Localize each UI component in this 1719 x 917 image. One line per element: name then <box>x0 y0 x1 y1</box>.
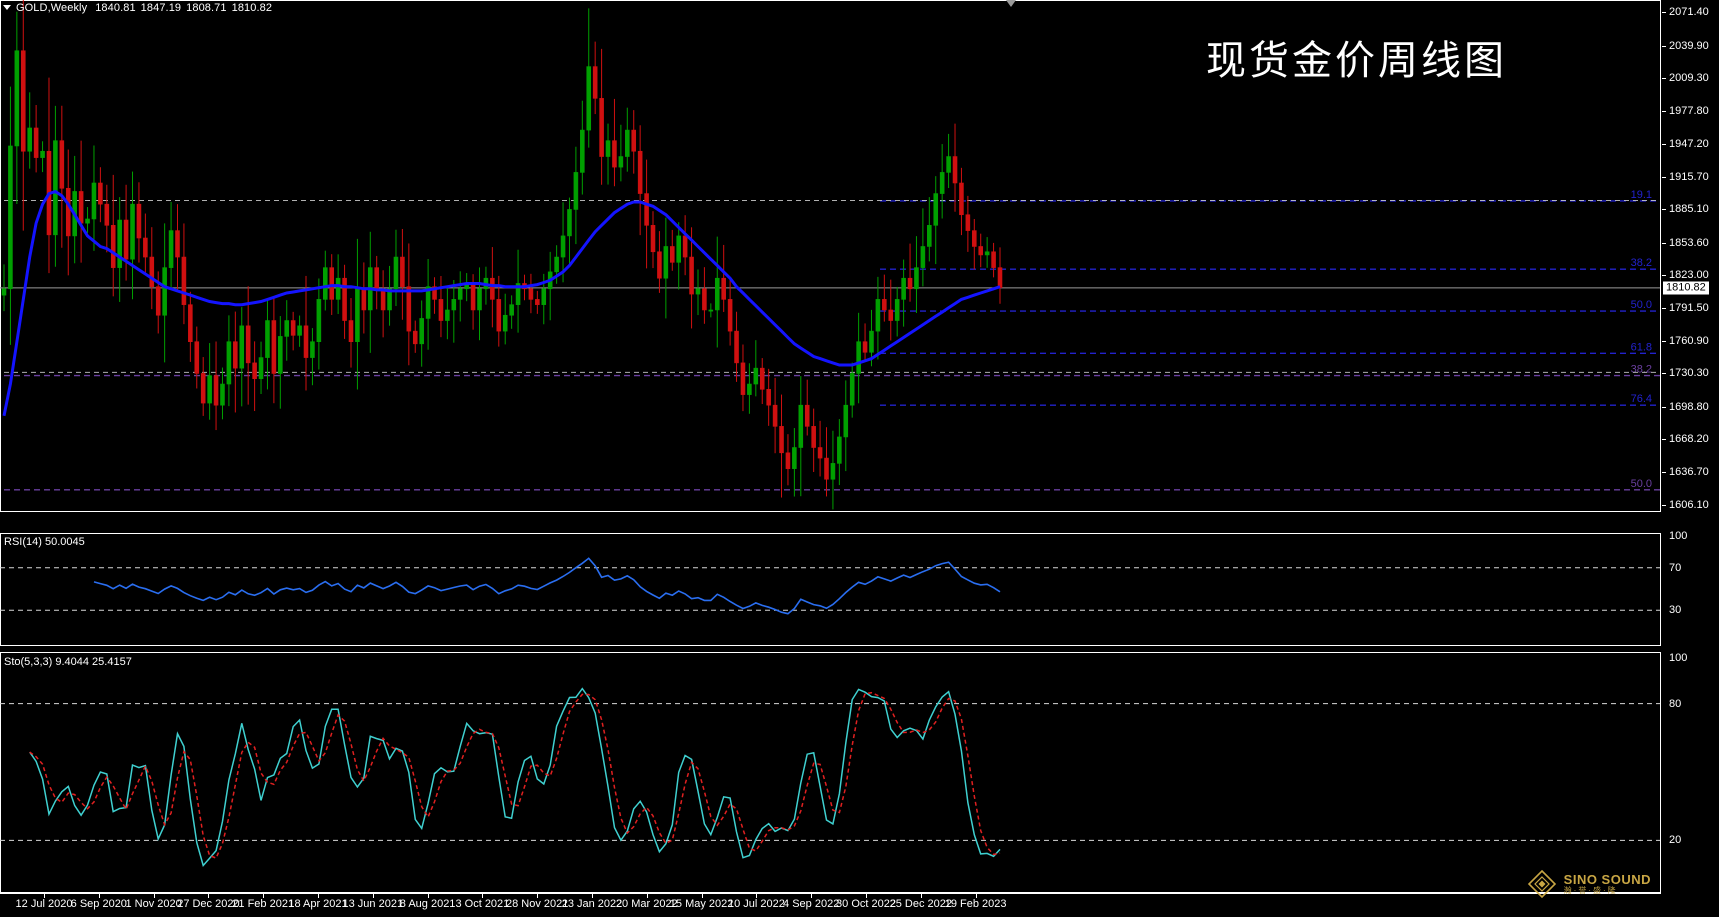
close-value: 1810.82 <box>231 2 273 14</box>
time-axis-label: 27 Dec 2020 <box>177 898 240 910</box>
time-axis-tick <box>592 894 593 898</box>
rsi-line-svg <box>0 557 1660 615</box>
time-axis-label: 28 Nov 2021 <box>505 898 569 910</box>
chart-title-cn: 现货金价周线图 <box>1206 38 1507 83</box>
chart-top-marker-icon <box>1006 0 1016 7</box>
time-axis-tick <box>372 894 374 898</box>
price-scale-tick: 1668.20 <box>1662 433 1709 445</box>
price-scale-tick: 1915.70 <box>1662 171 1709 183</box>
time-axis-tick <box>318 894 319 898</box>
stochastic-chart-pane[interactable] <box>0 652 1660 892</box>
time-axis-label: 18 Apr 2021 <box>288 898 348 910</box>
ohlc-values: 1840.81 1847.19 1808.71 1810.82 <box>95 2 277 14</box>
stochastic-scale-tick: 20 <box>1669 834 1682 847</box>
price-chart-pane[interactable]: 19.1 38.2 50.0 61.8 38.2 76.4 50.0 <box>0 0 1660 512</box>
time-axis[interactable]: 12 Jul 2020 6 Sep 2020 1 Nov 2020 27 Dec 20… <box>0 893 1661 917</box>
price-scale-tick: 1823.00 <box>1662 269 1709 281</box>
time-axis-tick <box>646 894 648 898</box>
svg-text:38.2: 38.2 <box>1631 257 1652 269</box>
rsi-scale-tick: 70 <box>1669 561 1682 574</box>
stochastic-scale-tick: 100 <box>1669 652 1688 664</box>
svg-text:61.8: 61.8 <box>1631 341 1652 353</box>
time-axis-tick <box>427 894 429 898</box>
price-scale-tick: 2039.90 <box>1662 40 1709 52</box>
current-price-tag: 1810.82 <box>1663 281 1709 295</box>
time-axis-tick <box>208 894 210 898</box>
stochastic-scale-tick: 80 <box>1669 697 1682 710</box>
price-scale-tick: 1885.10 <box>1662 203 1709 215</box>
stochastic-pane-frame <box>0 652 1661 893</box>
price-scale-tick: 1698.80 <box>1662 401 1709 413</box>
time-axis-tick <box>153 894 155 898</box>
price-scale-tick: 2009.30 <box>1662 72 1709 84</box>
time-axis-label: 23 Jan 2022 <box>561 898 623 910</box>
price-scale-tick: 1791.50 <box>1662 302 1709 314</box>
price-scale-tick: 1606.10 <box>1662 499 1709 511</box>
watermark-sub-text: 瀚·誉·盛·隆 <box>1563 885 1618 895</box>
price-scale-tick: 1636.70 <box>1662 466 1709 478</box>
time-axis-label: 20 Mar 2022 <box>615 898 678 910</box>
price-scale-axis[interactable]: 2071.40 2039.90 2009.30 1977.80 1947.20 1915.… <box>1662 0 1719 917</box>
time-axis-tick <box>756 894 758 898</box>
time-axis-label: 10 Jul 2022 <box>727 898 785 910</box>
price-pane-frame <box>0 0 1661 512</box>
price-candles-svg: 19.1 38.2 50.0 61.8 38.2 76.4 50.0 <box>0 0 1660 510</box>
open-value: 1840.81 <box>95 2 136 14</box>
price-scale-tick: 1730.30 <box>1662 367 1709 379</box>
rsi-pane-label: RSI(14) 50.0045 <box>4 536 85 548</box>
svg-text:19.1: 19.1 <box>1631 189 1652 201</box>
time-axis-tick <box>975 894 977 898</box>
high-value: 1847.19 <box>140 2 182 14</box>
rsi-scale-tick: 30 <box>1669 604 1682 617</box>
time-axis-label: 21 Feb 2021 <box>232 898 295 910</box>
time-axis-label: 12 Jul 2020 <box>15 898 73 910</box>
time-axis-tick <box>98 894 100 898</box>
symbol-period-label: GOLD,Weekly <box>16 2 88 14</box>
time-axis-tick <box>482 894 484 898</box>
time-axis-label: 13 Jun 2021 <box>342 898 404 910</box>
time-axis-label: 15 May 2022 <box>669 898 734 910</box>
time-axis-label: 3 Oct 2021 <box>455 898 510 910</box>
time-axis-tick <box>263 894 265 898</box>
chart-header: GOLD,Weekly 1840.81 1847.19 1808.71 1810.82 <box>3 2 277 14</box>
watermark-logo: SINO SOUND 瀚·誉·盛·隆 <box>1527 869 1651 899</box>
time-axis-label: 25 Dec 2022 <box>889 898 952 910</box>
chevron-down-icon[interactable] <box>3 4 11 10</box>
price-scale-tick: 1760.90 <box>1662 335 1709 347</box>
time-axis-label: 19 Feb 2023 <box>944 898 1007 910</box>
svg-text:50.0: 50.0 <box>1631 299 1652 311</box>
rsi-pane-frame <box>0 533 1661 646</box>
time-axis-label: 4 Sep 2022 <box>783 898 840 910</box>
price-scale-tick: 1853.60 <box>1662 237 1709 249</box>
svg-text:76.4: 76.4 <box>1631 393 1652 405</box>
time-axis-label: 8 Aug 2021 <box>399 898 456 910</box>
rsi-scale-tick: 100 <box>1669 530 1688 542</box>
stochastic-line-svg <box>0 687 1660 868</box>
low-value: 1808.71 <box>186 2 227 14</box>
time-axis-tick <box>920 894 922 898</box>
price-scale-tick: 1947.20 <box>1662 138 1709 150</box>
time-axis-label: 6 Sep 2020 <box>70 898 127 910</box>
rsi-chart-pane[interactable] <box>0 533 1660 645</box>
time-axis-tick <box>866 894 867 898</box>
time-axis-tick <box>701 894 703 898</box>
price-scale-tick: 1977.80 <box>1662 105 1709 117</box>
stochastic-pane-label: Sto(5,3,3) 9.4044 25.4157 <box>4 656 132 668</box>
price-scale-tick: 2071.40 <box>1662 6 1709 18</box>
time-axis-tick <box>44 894 45 898</box>
time-axis-tick <box>537 894 539 898</box>
time-axis-tick <box>811 894 813 898</box>
svg-text:50.0: 50.0 <box>1631 478 1652 490</box>
svg-text:38.2: 38.2 <box>1631 364 1652 376</box>
diamond-logo-icon <box>1527 869 1556 899</box>
time-axis-label: 30 Oct 2022 <box>836 898 896 910</box>
watermark-main-text: SINO SOUND <box>1563 871 1651 887</box>
time-axis-label: 1 Nov 2020 <box>125 898 182 910</box>
